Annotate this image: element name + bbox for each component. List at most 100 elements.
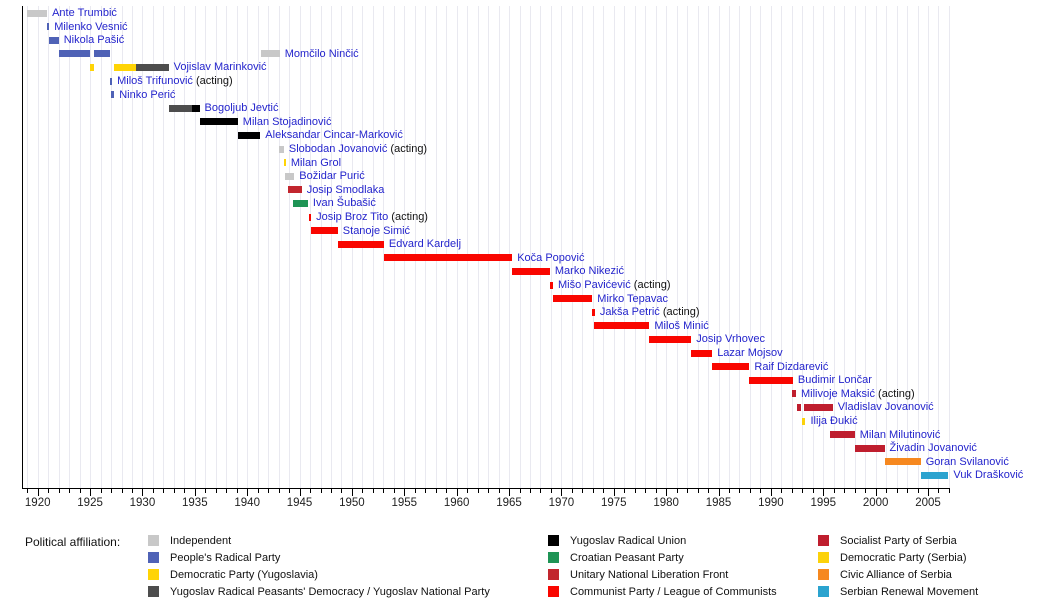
minister-name-link[interactable]: Jakša Petrić [599,306,660,318]
gridline [456,6,458,488]
x-axis-minor-tick [749,489,751,493]
x-axis-major-tick [875,489,877,496]
legend-label-sps: Socialist Party of Serbia [840,535,957,547]
x-axis-major-tick [770,489,772,496]
term-bar [593,322,650,329]
x-axis-minor-tick [477,489,479,493]
minister-name-link[interactable]: Koča Popović [517,252,585,264]
minister-name-link[interactable]: Josip Smodlaka [306,184,385,196]
term-bar [712,363,750,370]
gridline [624,6,626,488]
minister-name-label: Josip Vrhovec [696,333,765,345]
minister-name-link[interactable]: Milan Stojadinović [242,116,332,128]
minister-name-link[interactable]: Milivoje Maksić [801,388,875,400]
minister-name-link[interactable]: Ante Trumbić [52,7,117,19]
minister-name-link[interactable]: Živadin Jovanović [889,442,977,454]
gridline [37,6,39,488]
term-bar [89,64,94,71]
x-axis-major-tick [928,489,929,496]
minister-name-link[interactable]: Slobodan Jovanović [288,143,388,155]
axis-year-label: 1965 [496,497,522,509]
x-axis-minor-tick [582,489,584,493]
acting-suffix: (acting) [388,211,428,223]
gridline [896,6,898,488]
term-bar [797,404,802,411]
gridline [886,6,888,488]
x-axis-minor-tick [802,489,804,493]
axis-year-label: 1985 [705,497,732,509]
gridline [592,6,594,488]
axis-year-label: 2000 [862,497,889,509]
legend-label-cas: Civic Alliance of Serbia [840,569,952,581]
minister-name-link[interactable]: Vladislav Jovanović [837,401,934,413]
minister-name-link[interactable]: Momčilo Ninčić [284,48,359,60]
minister-name-label: Edvard Kardelj [389,238,461,250]
legend-label-yrpd_ynp: Yugoslav Radical Peasants' Democracy / Y… [170,586,490,598]
gridline [310,6,312,488]
minister-name-link[interactable]: Mišo Pavićević [558,279,631,291]
minister-name-label: Momčilo Ninčić [285,48,359,60]
term-bar [311,227,338,234]
x-axis-major-tick [666,489,668,496]
term-bar [791,390,796,397]
minister-name-link[interactable]: Ninko Perić [119,89,176,101]
minister-name-link[interactable]: Miloš Trifunović [117,75,193,87]
legend-swatch-yru [548,535,559,546]
gridline [613,6,615,488]
minister-name-link[interactable]: Milan Milutinović [859,429,941,441]
minister-name-link[interactable]: Ivan Šubašić [312,197,376,209]
gridline [854,6,856,488]
minister-name-link[interactable]: Budimir Lončar [797,374,872,386]
minister-name-label: Lazar Mojsov [717,347,782,359]
gridline [833,6,835,488]
minister-name-link[interactable]: Miloš Minić [654,320,709,332]
x-axis-minor-tick [519,489,521,493]
minister-name-link[interactable]: Nikola Pašić [63,34,125,46]
gridline [561,6,563,488]
gridline [844,6,846,488]
minister-name-link[interactable]: Josip Vrhovec [696,333,765,345]
minister-name-link[interactable]: Marko Nikezić [554,265,624,277]
minister-name-link[interactable]: Aleksandar Cincar-Marković [265,129,403,141]
x-axis-minor-tick [571,489,573,493]
gridline [194,6,196,488]
minister-name-link[interactable]: Milenko Vesnić [54,21,128,33]
x-axis-major-tick [404,489,406,496]
gridline [582,6,584,488]
x-axis-major-tick [247,489,249,496]
minister-name-link[interactable]: Josip Broz Tito [316,211,389,223]
minister-name-link[interactable]: Raif Dizdarević [754,361,829,373]
x-axis-minor-tick [58,489,60,493]
x-axis-minor-tick [310,489,312,493]
gridline [226,6,228,488]
x-axis-major-tick [299,489,301,496]
minister-name-link[interactable]: Stanoje Simić [342,225,411,237]
minister-name-link[interactable]: Goran Svilanović [925,456,1009,468]
minister-name-link[interactable]: Milan Grol [290,157,342,169]
minister-name-label: Vuk Drašković [953,469,1023,481]
minister-name-link[interactable]: Lazar Mojsov [717,347,783,359]
minister-name-link[interactable]: Bogoljub Jevtić [204,102,279,114]
minister-name-link[interactable]: Edvard Kardelj [388,238,462,250]
minister-name-link[interactable]: Ilija Đukić [810,415,858,427]
axis-year-label: 1975 [600,497,627,509]
x-axis-minor-tick [393,489,395,493]
term-bar [293,200,308,207]
minister-name-link[interactable]: Vojislav Marinković [173,61,267,73]
gridline [330,6,332,488]
x-axis-minor-tick [121,489,123,493]
gridline [687,6,689,488]
gridline [152,6,154,488]
minister-name-label: Budimir Lončar [798,374,872,386]
term-bar [549,282,553,289]
plot-left-border [22,6,23,488]
x-axis-minor-tick [215,489,217,493]
x-axis-minor-tick [550,489,552,493]
gridline [289,6,291,488]
minister-name-link[interactable]: Vuk Drašković [953,469,1024,481]
minister-name-link[interactable]: Božidar Purić [299,170,365,182]
legend-swatch-democratic_yu [148,569,159,580]
x-axis-minor-tick [488,489,490,493]
minister-name-label: Ivan Šubašić [313,197,376,209]
minister-name-link[interactable]: Mirko Tepavac [597,293,669,305]
